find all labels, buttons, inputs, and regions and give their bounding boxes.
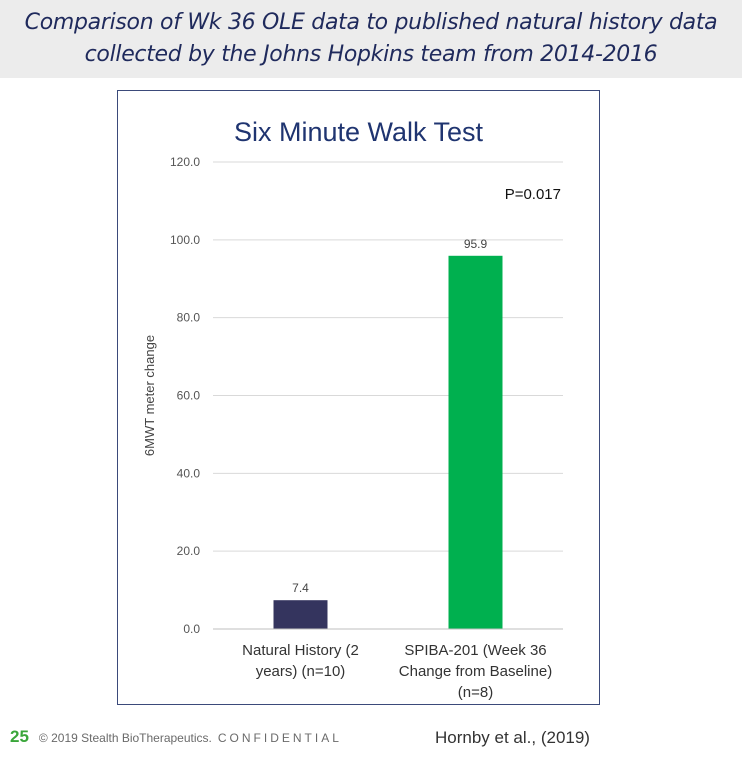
bar <box>273 600 328 629</box>
header-title-line-1: Comparison of Wk 36 OLE data to publishe… <box>24 10 718 35</box>
category-label: SPIBA-201 (Week 36 <box>404 642 546 659</box>
y-tick-label: 40.0 <box>177 466 201 480</box>
citation: Hornby et al., (2019) <box>435 728 590 747</box>
y-tick-label: 60.0 <box>177 389 201 403</box>
y-tick-label: 20.0 <box>177 544 201 558</box>
category-label: Change from Baseline) <box>399 663 552 680</box>
y-tick-label: 100.0 <box>170 233 200 247</box>
y-tick-label: 120.0 <box>170 155 200 169</box>
bar <box>448 255 503 629</box>
copyright-text: © 2019 Stealth BioTherapeutics. <box>38 731 212 745</box>
data-label: 95.9 <box>464 237 488 251</box>
p-value-annotation: P=0.017 <box>504 186 561 203</box>
footer: 25 © 2019 Stealth BioTherapeutics. CONFI… <box>10 727 342 747</box>
y-axis-label: 6MWT meter change <box>142 335 157 456</box>
header-band: Comparison of Wk 36 OLE data to publishe… <box>0 0 742 78</box>
y-tick-label: 0.0 <box>183 622 200 636</box>
category-label: Natural History (2 <box>242 642 359 659</box>
confidential-label: CONFIDENTIAL <box>217 731 342 745</box>
chart-frame: Six Minute Walk Test P=0.017 0.0 20.0 40.0… <box>117 90 600 705</box>
category-label: years) (n=10) <box>256 663 346 680</box>
chart-title: Six Minute Walk Test <box>233 117 484 147</box>
bar-chart: 0.0 20.0 40.0 60.0 80.0 100.0 120.0 6MWT meter … <box>142 155 563 701</box>
slide-number: 25 <box>10 727 29 746</box>
header-title-line-2: collected by the Johns Hopkins team from… <box>84 42 658 67</box>
y-tick-label: 80.0 <box>177 311 201 325</box>
data-label: 7.4 <box>292 581 309 595</box>
category-label: (n=8) <box>458 684 493 701</box>
